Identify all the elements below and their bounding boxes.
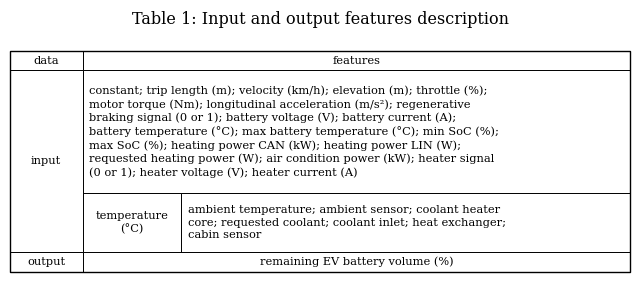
Bar xyxy=(83,193,181,252)
Text: output: output xyxy=(27,257,65,267)
Text: ambient temperature; ambient sensor; coolant heater
core; requested coolant; coo: ambient temperature; ambient sensor; coo… xyxy=(188,205,506,241)
Bar xyxy=(83,51,630,70)
Bar xyxy=(83,70,630,193)
Text: input: input xyxy=(31,156,61,166)
Text: remaining EV battery volume (%): remaining EV battery volume (%) xyxy=(260,257,453,267)
Text: constant; trip length (m); velocity (km/h); elevation (m); throttle (%);
motor t: constant; trip length (m); velocity (km/… xyxy=(89,85,499,178)
Bar xyxy=(10,252,83,272)
Bar xyxy=(10,51,83,70)
Text: temperature
(°C): temperature (°C) xyxy=(96,211,168,235)
Text: features: features xyxy=(333,56,381,66)
Text: data: data xyxy=(33,56,59,66)
Bar xyxy=(10,70,83,252)
Text: Table 1: Input and output features description: Table 1: Input and output features descr… xyxy=(131,11,509,28)
Bar xyxy=(181,193,630,252)
Bar xyxy=(83,252,630,272)
Bar xyxy=(10,51,630,272)
